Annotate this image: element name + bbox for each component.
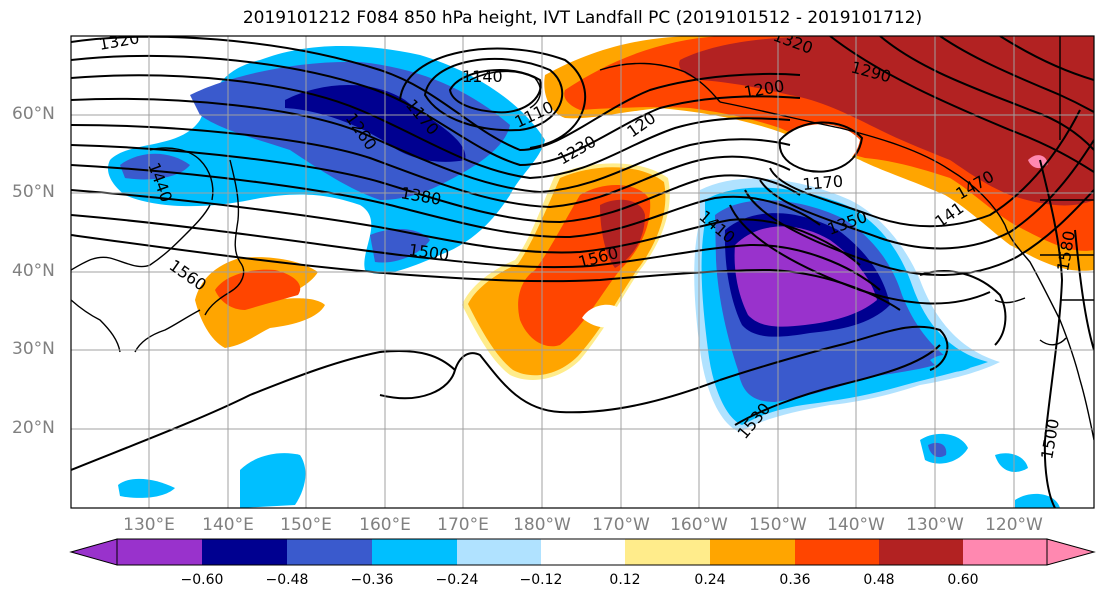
colorbar-high-extension: [1046, 538, 1096, 566]
lat-label: 40°N: [12, 261, 55, 281]
lat-label: 50°N: [12, 182, 55, 202]
lon-label: 120°W: [985, 515, 1043, 535]
colorbar-swatch: [541, 539, 625, 565]
colorbar-tick-label: −0.60: [180, 572, 224, 588]
lon-label: 170°W: [592, 515, 650, 535]
colorbar-swatch: [625, 539, 710, 565]
colorbar-tick-label: 0.12: [609, 572, 641, 588]
map-title: 2019101212 F084 850 hPa height, IVT Land…: [242, 8, 923, 28]
colorbar-tick-label: −0.24: [435, 572, 479, 588]
colorbar-tick-label: 0.60: [947, 572, 979, 588]
lat-label: 60°N: [12, 104, 55, 124]
contour-label: 1170: [802, 172, 844, 194]
colorbar-tick-label: 0.24: [694, 572, 726, 588]
colorbar-tick-label: 0.48: [863, 572, 895, 588]
colorbar-swatch: [202, 539, 287, 565]
lon-label: 130°E: [123, 515, 175, 535]
lon-label: 130°W: [906, 515, 964, 535]
colorbar-tick-label: −0.48: [265, 572, 309, 588]
colorbar-swatch: [963, 539, 1047, 565]
contour-label: 1140: [462, 67, 503, 86]
colorbar-swatch: [287, 539, 372, 565]
lat-label: 20°N: [12, 418, 55, 438]
colorbar-swatch: [879, 539, 963, 565]
lat-label: 30°N: [12, 339, 55, 359]
lon-label: 160°E: [359, 515, 411, 535]
colorbar-swatch: [710, 539, 795, 565]
graticule: [71, 36, 1094, 508]
lon-label: 140°W: [827, 515, 885, 535]
lon-label: 180°W: [513, 515, 571, 535]
colorbar-tick-label: 0.36: [779, 572, 811, 588]
lon-label: 160°W: [670, 515, 728, 535]
colorbar-swatch: [117, 539, 202, 565]
lon-label: 150°W: [749, 515, 807, 535]
lon-label: 170°E: [437, 515, 489, 535]
colorbar-low-extension: [69, 538, 118, 566]
negative-anomaly-small-patches: [118, 354, 1060, 508]
map-panel: 1320 1440 1260 1170 1140 1110 1230 120 1…: [71, 36, 1094, 508]
positive-anomaly-region-north: [544, 36, 1094, 271]
colorbar-swatch: [795, 539, 879, 565]
colorbar: [69, 538, 1096, 566]
lon-label: 140°E: [202, 515, 254, 535]
coastlines: [71, 36, 1094, 441]
colorbar-swatch: [372, 539, 457, 565]
colorbar-tick-label: −0.12: [519, 572, 563, 588]
lon-label: 150°E: [280, 515, 332, 535]
map-frame: [70, 35, 1095, 509]
colorbar-swatch: [457, 539, 541, 565]
colorbar-tick-label: −0.36: [350, 572, 394, 588]
